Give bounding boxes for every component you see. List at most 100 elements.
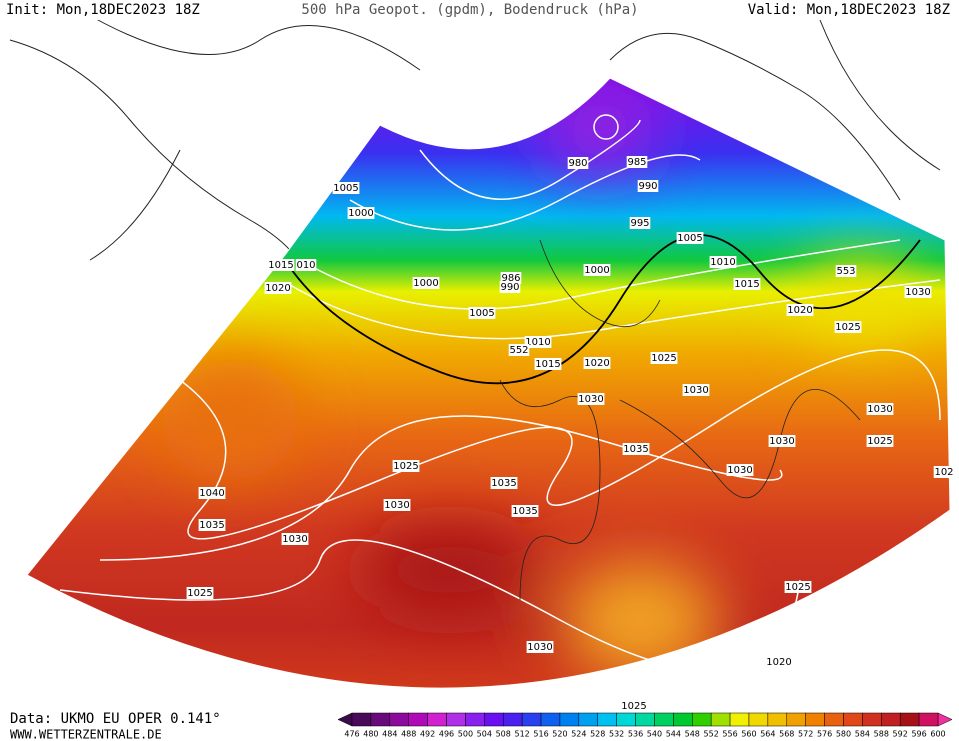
isobar-label: 1030: [527, 642, 552, 653]
isobar-label-bg: [511, 505, 539, 517]
isobar-label: 1030: [282, 534, 307, 545]
scale-bin: [408, 712, 428, 727]
isobar-label: 1020: [766, 657, 791, 668]
scale-bin: [465, 712, 485, 727]
isobar-label: 1010: [710, 257, 735, 268]
isobar-label: 1020: [265, 283, 290, 294]
scale-bin: [673, 712, 693, 727]
isobar-label: 1030: [905, 287, 930, 298]
domain-edge: [26, 77, 951, 689]
init-time: Init: Mon,18DEC2023 18Z: [6, 2, 200, 18]
isobar-label: 1030: [769, 436, 794, 447]
scale-label: 512: [514, 730, 529, 739]
scale-label: 492: [420, 730, 435, 739]
scale-label: 500: [458, 730, 473, 739]
isobar-label-bg: [784, 581, 812, 593]
scale-label: 524: [571, 730, 586, 739]
isobar-label: 1035: [199, 520, 224, 531]
isobar-label-bg: [768, 435, 796, 447]
isobar-label-bg: [412, 277, 440, 289]
scale-label: 528: [590, 730, 605, 739]
scale-bin: [692, 712, 712, 727]
scale-bin: [540, 712, 561, 727]
scale-label: 476: [344, 730, 359, 739]
scale-label: 580: [836, 730, 851, 739]
isobar-label-bg: [629, 217, 651, 229]
scale-label: 496: [439, 730, 454, 739]
isobar-label-bg: [622, 443, 650, 455]
scale-label: 560: [741, 730, 756, 739]
coastlines: [9, 9, 941, 301]
scale-label: 520: [552, 730, 567, 739]
isobar-label: 1010: [525, 337, 550, 348]
isobar-label: 1030: [867, 404, 892, 415]
isobar-label-bg: [186, 587, 214, 599]
isobars: [59, 114, 941, 673]
scale-label: 584: [855, 730, 870, 739]
isobar-label: 1015: [734, 279, 759, 290]
isobar-label: 1040: [199, 488, 224, 499]
isobar-label: 1000: [584, 265, 609, 276]
isobar-label-bg: [332, 182, 360, 194]
isobar-label-bg: [534, 358, 562, 370]
header-bar: [0, 0, 959, 20]
scale-bin: [729, 712, 750, 727]
isobar-label-bg: [468, 307, 496, 319]
isobar-label-bg: [834, 321, 862, 333]
isobar-label-bg: [676, 232, 704, 244]
scale-bin: [427, 712, 447, 727]
isobar-label-bg: [347, 207, 375, 219]
isobar-label-bg: [383, 499, 411, 511]
isobar-label: 553: [836, 266, 855, 277]
scale-bin: [502, 712, 523, 727]
scale-bin: [786, 712, 806, 727]
scale-bin: [521, 712, 542, 727]
website: WWW.WETTERZENTRALE.DE: [10, 728, 162, 741]
isobar-label-bg: [490, 477, 518, 489]
scale-bin: [710, 712, 731, 727]
scale-label: 504: [477, 730, 492, 739]
scale-label: 556: [722, 730, 737, 739]
isobar-label-bg: [526, 641, 554, 653]
isobar-label: 1020: [787, 305, 812, 316]
scale-label: 508: [496, 730, 511, 739]
isobar-label: 990: [638, 181, 657, 192]
isobar-label-bg: [264, 282, 292, 294]
isobar-label-bg: [650, 352, 678, 364]
isobar-label-bg: [904, 286, 932, 298]
isobar-label-bg: [786, 304, 814, 316]
isobar-label: 102: [934, 467, 953, 478]
isobar-label-bg: [733, 278, 761, 290]
isobar-label-bg: [933, 466, 955, 478]
isobar-label: 1025: [621, 701, 646, 712]
scale-bin: [370, 712, 391, 727]
scale-bin: [654, 712, 674, 727]
isobar-label: 552: [509, 345, 528, 356]
scale-label: 488: [401, 730, 416, 739]
isobar-label-bg: [637, 180, 659, 192]
scale-label: 548: [685, 730, 700, 739]
isobar-label: 1030: [683, 385, 708, 396]
scale-bin: [616, 712, 636, 727]
isobar-label-bg: [577, 393, 605, 405]
scale-bin: [389, 712, 409, 727]
isobar-label: 1030: [727, 465, 752, 476]
scale-bin: [805, 712, 825, 727]
scale-bin: [824, 712, 844, 727]
scale-bin: [597, 712, 617, 727]
scale-bin: [578, 712, 598, 727]
scale-bin: [767, 712, 788, 727]
scale-label: 592: [893, 730, 908, 739]
isobar-label: 1005: [333, 183, 358, 194]
isobar-label: 1020: [584, 358, 609, 369]
scale-bin: [843, 712, 863, 727]
data-source: Data: UKMO EU OPER 0.141°: [10, 711, 221, 727]
scale-label: 572: [798, 730, 813, 739]
isobar-label: 1030: [384, 500, 409, 511]
scale-label: 540: [647, 730, 662, 739]
isobar-label-bg: [198, 487, 226, 499]
isobar-label: 986: [501, 273, 520, 284]
isobar-label: 985: [627, 157, 646, 168]
isobar-label: 1025: [835, 322, 860, 333]
